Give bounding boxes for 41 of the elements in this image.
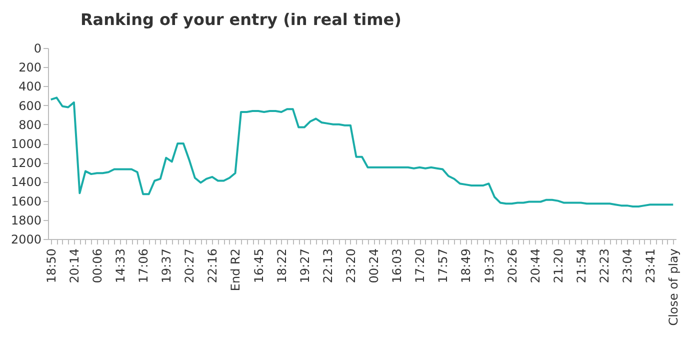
x-tick-label: 20:44: [528, 248, 542, 284]
x-tick-label: 18:50: [44, 248, 58, 284]
x-tick-label: 22:16: [206, 248, 220, 284]
y-tick-label: 400: [18, 80, 42, 94]
y-tick-label: 600: [18, 98, 42, 113]
x-tick-label: 00:24: [367, 248, 382, 284]
y-tick-label: 1400: [10, 175, 42, 190]
y-tick-label: 0: [34, 42, 42, 56]
x-tick-label: 22:13: [320, 248, 335, 284]
x-tick-label: 23:20: [344, 248, 358, 284]
x-tick-label: 21:20: [551, 248, 566, 284]
y-tick-label: 1000: [10, 137, 42, 151]
x-tick-label: 19:37: [160, 248, 174, 284]
x-tick-label: 18:49: [459, 248, 474, 284]
y-tick-label: 1600: [10, 194, 42, 208]
line-series: [50, 96, 674, 208]
x-tick-label: Close of play: [666, 248, 681, 326]
x-tick-label: 20:26: [505, 248, 520, 284]
x-tick-label: 16:45: [252, 248, 266, 284]
chart-title: Ranking of your entry (in real time): [80, 10, 402, 29]
x-tick-label: End R2: [228, 248, 243, 292]
y-tick-label: 2000: [10, 232, 42, 246]
x-tick-label: 20:14: [67, 248, 82, 284]
x-tick-label: 19:37: [482, 248, 496, 284]
x-tick-label: 23:04: [620, 248, 635, 284]
y-tick-label: 1200: [10, 156, 42, 170]
y-tick-label: 1800: [10, 213, 42, 228]
x-tick-label: 17:20: [413, 248, 428, 284]
x-tick-label: 19:27: [298, 248, 312, 284]
x-tick-label: 14:33: [114, 248, 128, 284]
x-tick-label: 00:06: [90, 248, 104, 284]
x-tick-label: 20:27: [182, 248, 197, 284]
x-tick-label: 16:03: [390, 248, 404, 284]
y-tick-label: 200: [18, 60, 42, 75]
x-tick-label: 22:23: [597, 248, 612, 284]
y-tick-label: 800: [18, 118, 42, 132]
x-tick-label: 17:06: [136, 248, 151, 284]
x-tick-label: 18:22: [274, 248, 289, 284]
x-tick-label: 21:54: [574, 248, 588, 284]
x-tick-label: 23:41: [644, 248, 658, 284]
x-tick-label: 17:57: [436, 248, 450, 284]
